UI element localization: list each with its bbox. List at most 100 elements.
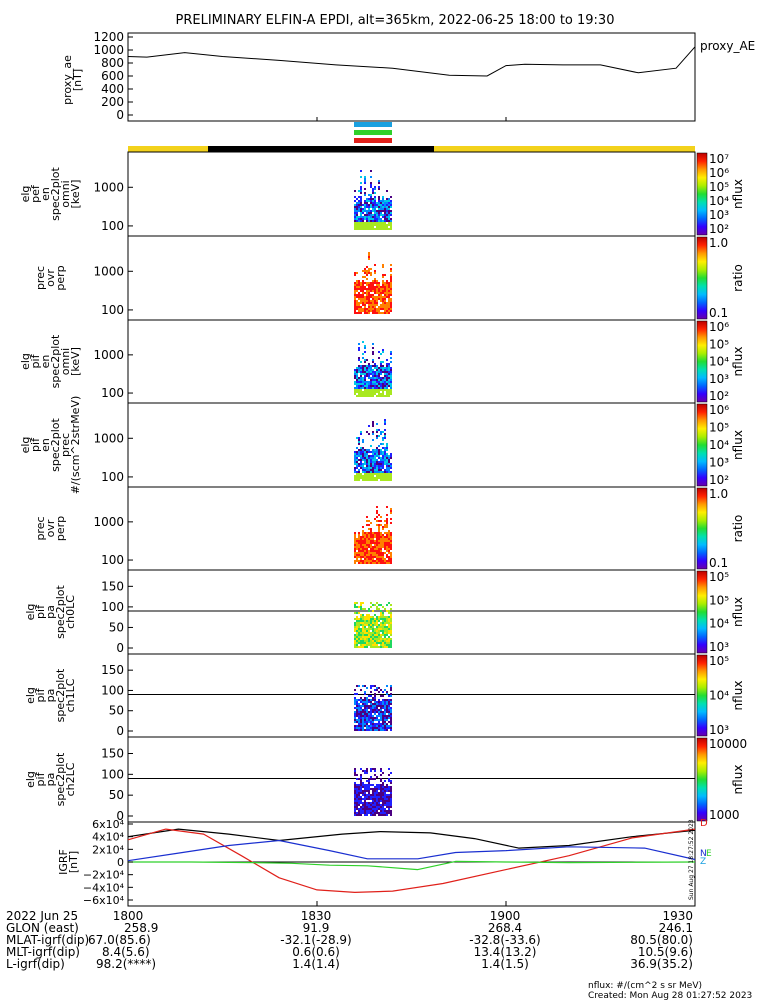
spec-pixel [390,800,392,802]
spec-pixel [368,721,370,723]
y-tick-label: 100 [101,600,124,614]
spec-pixel [384,723,386,725]
spec-pixel [362,224,364,226]
spec-pixel [382,703,384,705]
spec-pixel [390,270,392,272]
spec-pixel [390,471,392,473]
spec-pixel [386,638,388,640]
spec-pixel [374,451,376,453]
spec-pixel [354,804,356,806]
spec-pixel [364,697,366,699]
spec-pixel [366,389,368,391]
spec-pixel [378,792,380,794]
spec-pixel [386,288,388,290]
spec-pixel [370,465,372,467]
spec-pixel [374,228,376,230]
spec-pixel [374,383,376,385]
panel-ylabel-line: elg [19,353,32,370]
panel-8: 150100500elgpifpaspec2plotch2LC100001000… [24,736,747,823]
spec-pixel [390,717,392,719]
spec-pixel [372,423,374,425]
panel-frame [127,151,696,237]
spec-pixel [374,457,376,459]
spec-pixel [354,540,356,542]
spec-pixel [364,558,366,560]
spec-pixel [354,806,356,808]
spec-pixel [374,770,376,772]
spec-pixel [354,642,356,644]
spec-pixel [382,292,384,294]
spec-pixel [386,306,388,308]
spec-pixel [380,727,382,729]
spec-pixel [354,220,356,222]
spec-pixel [388,369,390,371]
spec-pixel [390,383,392,385]
spec-pixel [390,802,392,804]
spec-pixel [356,552,358,554]
spec-pixel [372,628,374,630]
spec-pixel [378,395,380,397]
spec-pixel [378,218,380,220]
spec-pixel [376,423,378,425]
spec-pixel [356,228,358,230]
spec-pixel [386,198,388,200]
spec-pixel [356,465,358,467]
spec-pixel [378,715,380,717]
spec-pixel [378,552,380,554]
spec-pixel [380,560,382,562]
spec-pixel [378,725,380,727]
spec-pixel [390,351,392,353]
spec-pixel [366,628,368,630]
spec-pixel [358,550,360,552]
spec-pixel [370,170,372,172]
spec-pixel [378,703,380,705]
spec-pixel [370,300,372,302]
spec-pixel [356,210,358,212]
spec-pixel [354,800,356,802]
spec-pixel [372,369,374,371]
spec-pixel [360,385,362,387]
spec-pixel [366,391,368,393]
spec-pixel [382,782,384,784]
spec-pixel [386,383,388,385]
spec-pixel [376,471,378,473]
spec-pixel [382,216,384,218]
spec-pixel [388,363,390,365]
spec-pixel [364,451,366,453]
spec-pixel [356,705,358,707]
spec-pixel [366,308,368,310]
spec-pixel [388,620,390,622]
panel-ylabel-line: pif [34,604,47,619]
spec-pixel [376,369,378,371]
spec-pixel [370,546,372,548]
spec-pixel [366,554,368,556]
spec-pixel [388,461,390,463]
spec-pixel [366,618,368,620]
spec-pixel [358,784,360,786]
igrf-tick-label: 0 [117,856,124,869]
spec-pixel [368,695,370,697]
spec-pixel [370,721,372,723]
spec-pixel [386,685,388,687]
spec-pixel [388,377,390,379]
spec-pixel [356,381,358,383]
spec-pixel [382,369,384,371]
spec-pixel [382,540,384,542]
spec-pixel [390,210,392,212]
spec-pixel [368,717,370,719]
spec-pixel [356,451,358,453]
panel-ylabel-line: ovr [44,519,57,537]
spec-pixel [372,479,374,481]
spec-pixel [390,371,392,373]
spec-pixel [382,465,384,467]
spec-pixel [374,473,376,475]
spec-pixel [380,636,382,638]
spec-pixel [390,532,392,534]
spec-pixel [368,465,370,467]
spec-pixel [378,642,380,644]
spec-pixel [374,534,376,536]
spec-pixel [364,455,366,457]
spec-pixel [380,473,382,475]
spec-pixel [370,290,372,292]
spec-pixel [388,292,390,294]
